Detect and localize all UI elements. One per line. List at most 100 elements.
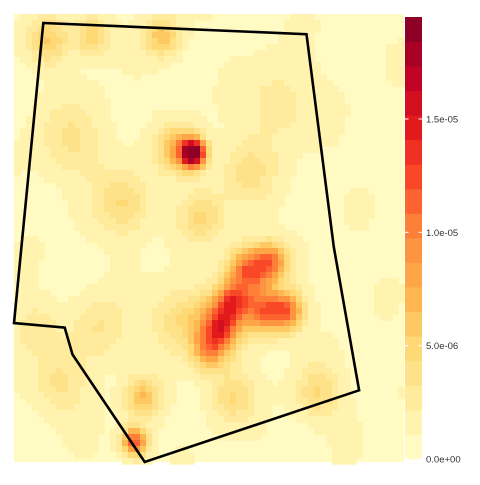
density-cell [218,242,225,249]
density-cell [98,218,105,225]
density-cell [266,62,273,69]
density-cell [188,284,195,291]
density-cell [308,122,315,129]
density-cell [248,98,255,105]
density-cell [38,158,45,165]
density-cell [296,314,303,321]
density-cell [266,182,273,189]
density-cell [68,308,75,315]
density-cell [116,284,123,291]
density-cell [110,32,117,39]
density-cell [80,428,87,435]
density-cell [332,458,339,465]
density-cell [92,308,99,315]
density-cell [122,272,129,279]
density-cell [152,296,159,303]
density-cell [242,416,249,423]
density-cell [182,284,189,291]
density-cell [86,296,93,303]
density-cell [194,296,201,303]
density-cell [344,368,351,375]
density-cell [92,218,99,225]
density-cell [296,284,303,291]
density-cell [218,416,225,423]
density-cell [260,284,267,291]
density-cell [122,248,129,255]
density-cell [260,236,267,243]
density-cell [338,410,345,417]
density-cell [206,272,213,279]
density-cell [272,248,279,255]
density-cell [350,410,357,417]
density-cell [140,344,147,351]
density-cell [260,302,267,309]
density-cell [56,50,63,57]
density-cell [272,224,279,231]
density-cell [188,332,195,339]
density-cell [266,158,273,165]
density-cell [224,422,231,429]
density-cell [140,218,147,225]
density-cell [278,398,285,405]
density-cell [92,392,99,399]
density-cell [146,428,153,435]
density-cell [50,158,57,165]
density-cell [290,248,297,255]
density-cell [92,134,99,141]
density-cell [128,260,135,267]
density-cell [176,212,183,219]
colorbar-bin [405,434,422,460]
density-cell [200,170,207,177]
density-cell [104,170,111,177]
density-cell [284,290,291,297]
density-cell [254,416,261,423]
density-cell [308,128,315,135]
density-cell [152,122,159,129]
density-cell [44,398,51,405]
density-cell [242,272,249,279]
density-cell [218,284,225,291]
density-cell [38,26,45,33]
density-cell [86,200,93,207]
density-cell [212,152,219,159]
density-cell [182,374,189,381]
density-cell [326,110,333,117]
density-cell [296,368,303,375]
density-cell [134,212,141,219]
density-cell [332,410,339,417]
density-cell [254,338,261,345]
density-cell [224,86,231,93]
density-cell [116,248,123,255]
density-cell [284,98,291,105]
density-cell [284,104,291,111]
density-cell [38,332,45,339]
density-cell [392,50,399,57]
density-cell [152,50,159,57]
density-cell [278,152,285,159]
density-cell [146,410,153,417]
density-cell [32,242,39,249]
density-cell [272,140,279,147]
density-cell [98,152,105,159]
density-cell [20,242,27,249]
density-cell [176,314,183,321]
density-cell [32,236,39,243]
density-cell [254,308,261,315]
density-cell [170,308,177,315]
density-cell [284,74,291,81]
density-cell [260,308,267,315]
density-cell [146,164,153,171]
density-cell [242,380,249,387]
density-cell [212,230,219,237]
density-cell [254,278,261,285]
density-cell [194,332,201,339]
density-cell [248,398,255,405]
density-cell [176,296,183,303]
colorbar-bin [405,409,422,435]
density-cell [152,188,159,195]
density-cell [26,296,33,303]
density-cell [290,356,297,363]
density-cell [14,248,21,255]
density-cell [200,122,207,129]
density-cell [20,374,27,381]
